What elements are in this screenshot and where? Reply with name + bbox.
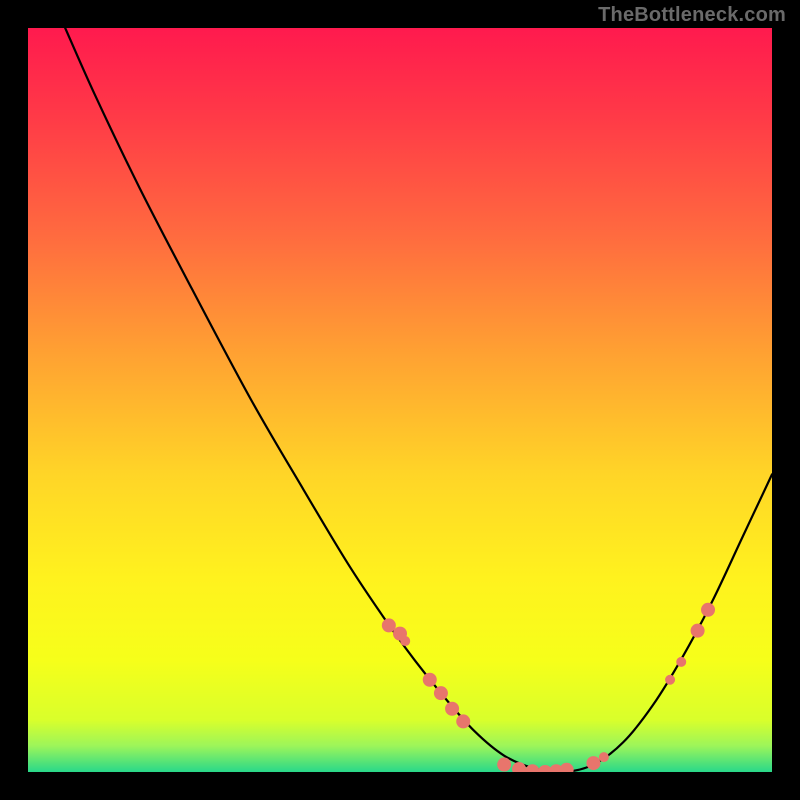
curve-marker <box>445 702 459 716</box>
curve-marker <box>665 675 675 685</box>
bottleneck-curve-chart <box>28 28 772 772</box>
chart-plot-area <box>28 28 772 772</box>
curve-marker <box>400 636 410 646</box>
watermark-text: TheBottleneck.com <box>598 4 786 27</box>
curve-marker <box>434 686 448 700</box>
curve-marker <box>456 714 470 728</box>
curve-marker <box>701 603 715 617</box>
curve-marker <box>423 673 437 687</box>
curve-marker <box>586 756 600 770</box>
curve-marker <box>497 758 511 772</box>
curve-marker <box>382 618 396 632</box>
gradient-background <box>28 28 772 772</box>
curve-marker <box>599 752 609 762</box>
curve-marker <box>691 624 705 638</box>
curve-marker <box>676 657 686 667</box>
